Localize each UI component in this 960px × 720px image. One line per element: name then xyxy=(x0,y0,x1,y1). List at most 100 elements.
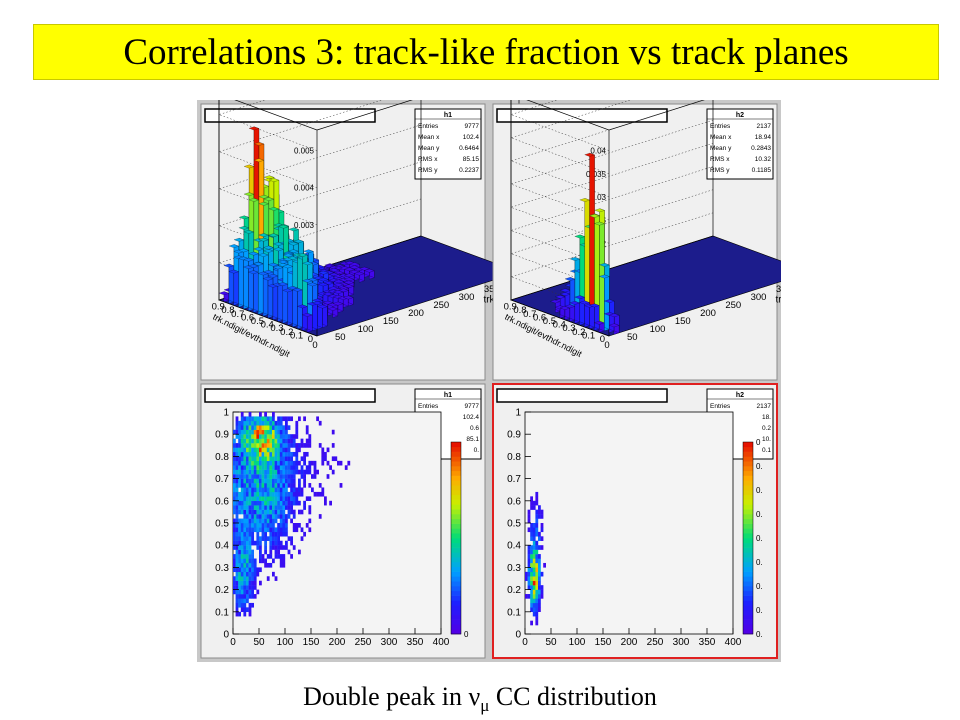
colz-cell xyxy=(311,460,314,466)
colz-cell xyxy=(527,580,531,586)
colz-cell xyxy=(298,443,301,448)
pad-2: h2 Entries 2137 Mean x 18.94 Mean y 0.2843 RMS … xyxy=(492,100,781,381)
colz-cell xyxy=(538,580,541,586)
colz-cell xyxy=(272,469,275,475)
slide-title: Correlations 3: track-like fraction vs t… xyxy=(123,31,849,73)
colz-cell xyxy=(248,478,252,484)
colz-cell xyxy=(246,594,249,599)
colz-cell xyxy=(240,425,244,430)
colz-cell xyxy=(538,589,541,595)
lego-bar-top xyxy=(307,282,318,287)
colz-cell xyxy=(316,469,319,475)
palette-step xyxy=(451,442,461,448)
colz-cell xyxy=(233,438,236,444)
lego-bar-top xyxy=(278,224,289,229)
colz-cell xyxy=(292,500,296,506)
lego-bar-top xyxy=(257,253,269,257)
colz-cell xyxy=(243,558,247,564)
colz-cell xyxy=(269,540,273,546)
colz-cell xyxy=(264,500,267,506)
palette-step xyxy=(743,547,753,553)
colz-cell xyxy=(235,447,239,453)
colz-cell xyxy=(259,527,262,533)
colz-cell xyxy=(235,491,239,497)
colz-cell xyxy=(240,505,244,510)
colz-cell xyxy=(243,451,247,457)
colz-cell xyxy=(538,576,541,581)
palette-step xyxy=(451,610,461,616)
colz-cell xyxy=(246,514,249,519)
colz-cell xyxy=(246,523,249,528)
colz-cell xyxy=(295,425,299,430)
colz-cell xyxy=(259,469,262,475)
stats-value: 9777 xyxy=(465,403,480,410)
colz-cell xyxy=(316,416,319,422)
palette-step xyxy=(451,461,461,467)
colz-cell xyxy=(238,483,241,488)
colz-cell xyxy=(287,460,291,466)
colz-cell xyxy=(269,545,273,550)
colz-cell xyxy=(282,447,286,453)
y-tick-label: 0.1 xyxy=(582,330,595,341)
colz-cell xyxy=(535,531,539,537)
colz-cell xyxy=(264,474,267,479)
colz-cell xyxy=(238,425,241,430)
colz-cell xyxy=(261,487,265,493)
colz-cell xyxy=(246,425,249,430)
colz-cell xyxy=(261,531,265,537)
colz-cell xyxy=(285,496,288,501)
colz-cell xyxy=(530,620,533,626)
x-tick-label: 300 xyxy=(459,292,475,303)
caption-tail: CC distribution xyxy=(489,682,657,711)
colz-cell xyxy=(238,545,241,550)
colz-cell xyxy=(269,518,273,524)
colz-cell xyxy=(243,514,247,519)
slide-caption: Double peak in νμ CC distribution xyxy=(0,682,960,716)
colz-cell xyxy=(266,509,270,515)
colz-cell xyxy=(233,483,236,488)
palette-step xyxy=(743,446,753,452)
lego-bar-top xyxy=(364,268,375,273)
colz-cell xyxy=(266,536,270,541)
colz-cell xyxy=(290,491,293,497)
colz-cell xyxy=(329,465,332,470)
colz-cell xyxy=(238,589,241,595)
colz-cell xyxy=(308,518,312,524)
colz-cell xyxy=(295,420,299,426)
colz-cell xyxy=(530,549,533,555)
colz-cell xyxy=(308,527,312,533)
colz-cell xyxy=(279,505,283,510)
palette-tick-label: 0. xyxy=(756,558,763,567)
colz-cell xyxy=(253,523,257,528)
colz-cell xyxy=(285,447,288,453)
lego-bar-top xyxy=(268,178,280,182)
z-tick-label: 0.005 xyxy=(294,147,315,156)
colz-cell xyxy=(261,514,265,519)
y-tick-label: 0.3 xyxy=(270,323,283,334)
colz-cell xyxy=(253,420,257,426)
colz-cell xyxy=(246,438,249,444)
colz-cell xyxy=(235,527,239,533)
colz-cell xyxy=(326,460,330,466)
lego-bar-top xyxy=(288,227,299,232)
colz-cell xyxy=(240,549,244,555)
colz-cell xyxy=(246,416,249,422)
colz-cell xyxy=(240,567,244,573)
y-tick-label: 0.8 xyxy=(513,305,526,316)
z-tick-label: 0.004 xyxy=(294,184,315,193)
colz-cell xyxy=(266,500,270,506)
colz-cell xyxy=(246,456,249,462)
palette-step xyxy=(451,514,461,520)
lego-bar-top xyxy=(278,258,289,262)
colz-cell xyxy=(298,549,301,555)
colz-cell xyxy=(285,456,288,462)
colz-cell xyxy=(261,429,265,435)
colz-cell xyxy=(246,420,249,426)
colz-cell xyxy=(274,576,278,581)
colz-cell xyxy=(274,474,278,479)
colz-cell xyxy=(535,616,539,621)
colz-cell xyxy=(240,527,244,533)
y-tick-label: 0 xyxy=(600,334,605,345)
colz-cell xyxy=(233,500,236,506)
colz-cell xyxy=(305,425,309,430)
